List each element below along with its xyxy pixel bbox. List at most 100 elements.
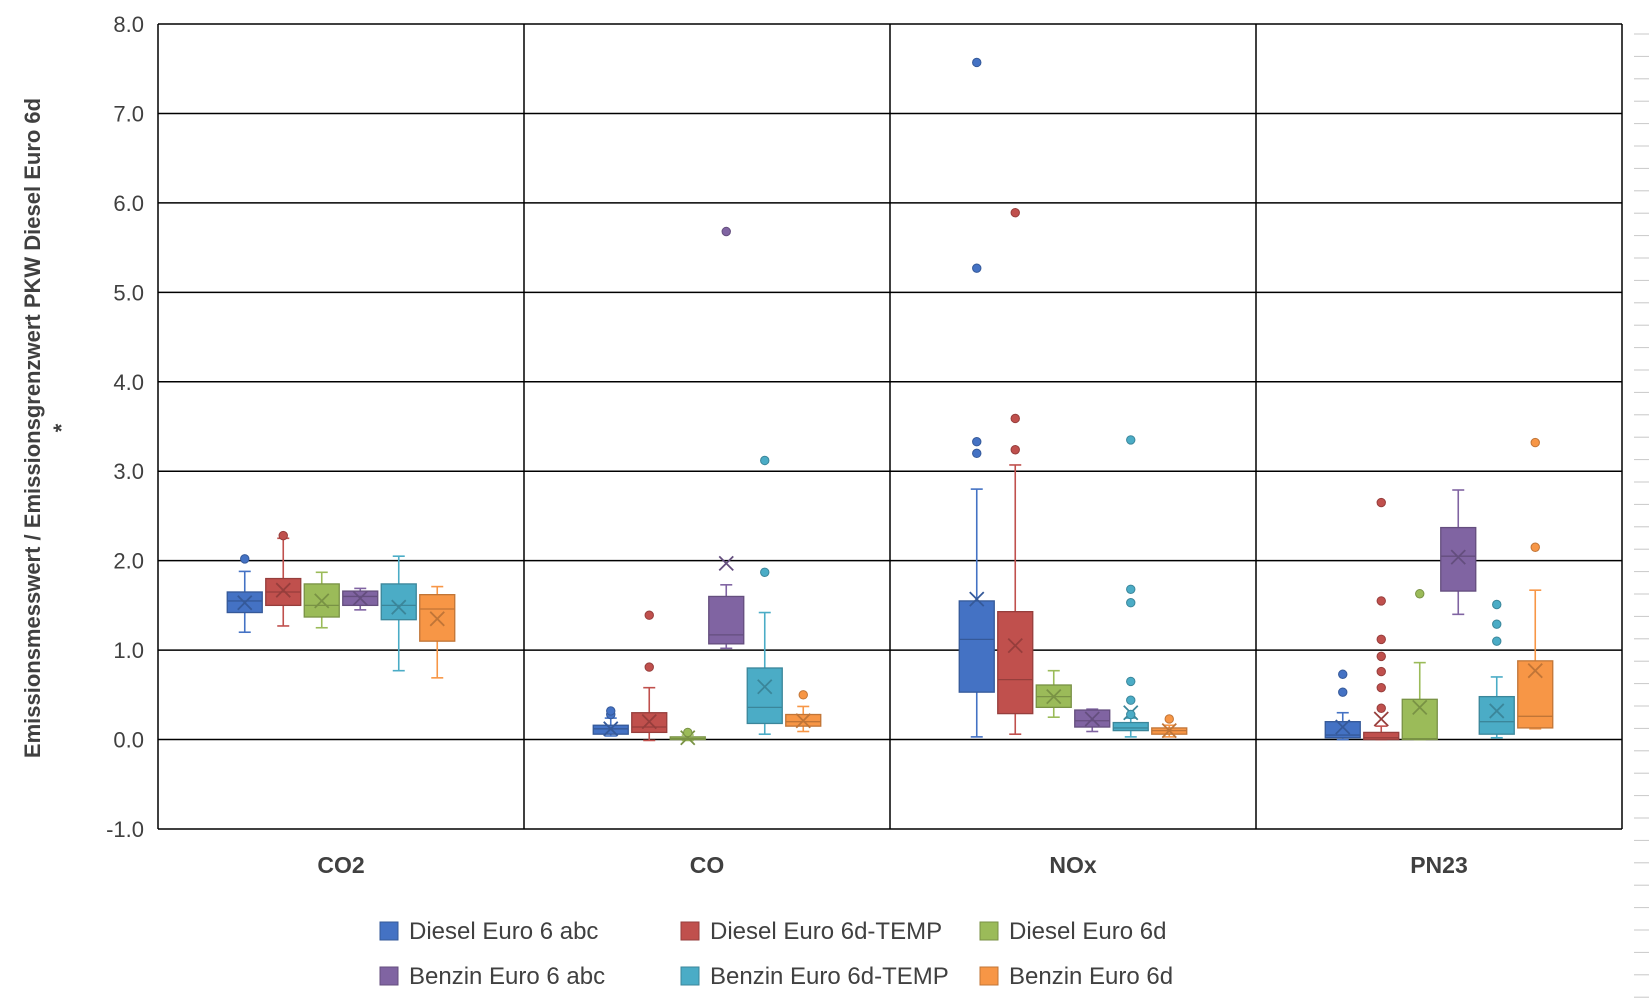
y-axis-label-line: * — [49, 423, 74, 432]
legend-item: Diesel Euro 6d — [979, 918, 1166, 945]
mean-marker — [1412, 699, 1428, 715]
box-iqr — [746, 667, 783, 725]
mean-marker — [352, 590, 368, 606]
legend-swatch — [979, 921, 999, 941]
legend-swatch — [379, 966, 399, 986]
box — [1363, 497, 1400, 741]
outlier-point — [972, 57, 982, 68]
outlier-point — [1492, 599, 1502, 610]
box-iqr — [419, 594, 456, 642]
y-tick-label: 5.0 — [113, 280, 144, 305]
outlier-point — [1010, 208, 1020, 218]
y-tick-label: 0.0 — [113, 728, 144, 753]
x-category-label: CO2 — [317, 852, 364, 878]
box — [1478, 599, 1515, 739]
outlier-point — [1126, 435, 1136, 445]
outlier-point — [1376, 682, 1386, 693]
outlier-point — [1126, 709, 1136, 720]
mean-marker — [391, 599, 407, 615]
mean-marker — [429, 611, 445, 627]
outlier-point — [1126, 584, 1136, 594]
mean-marker — [603, 721, 619, 737]
outlier-point — [644, 610, 654, 620]
boxplot-series — [226, 57, 1554, 746]
outlier-point — [1530, 542, 1540, 552]
mean-marker — [680, 730, 696, 746]
mean-marker — [641, 714, 657, 730]
legend-item: Diesel Euro 6 abc — [379, 918, 598, 945]
x-category-label: CO — [690, 852, 725, 878]
box — [419, 585, 456, 679]
box-iqr — [997, 611, 1034, 715]
legend-swatch — [680, 921, 700, 941]
mean-marker — [718, 555, 734, 571]
outlier-point — [1530, 437, 1540, 448]
box — [958, 57, 995, 738]
mean-marker — [795, 713, 811, 729]
box — [1035, 669, 1072, 718]
box-iqr — [1363, 731, 1400, 741]
box — [1151, 714, 1188, 739]
box-iqr — [380, 583, 417, 621]
legend-label: Benzin Euro 6d-TEMP — [710, 963, 949, 990]
box — [342, 587, 379, 611]
outlier-point — [1126, 676, 1136, 687]
outlier-point — [644, 662, 654, 672]
box — [303, 571, 340, 629]
right-edge-marks — [1634, 33, 1649, 998]
y-axis-label: Emissionsmesswert / Emissionsgrenzwert P… — [20, 98, 74, 758]
mean-marker — [275, 582, 291, 598]
box — [1324, 669, 1361, 741]
box-iqr — [1401, 698, 1438, 741]
legend-label: Benzin Euro 6 abc — [409, 963, 605, 990]
mean-marker — [1373, 711, 1389, 727]
box — [785, 690, 822, 733]
y-tick-label: 7.0 — [113, 101, 144, 126]
x-axis-categories: CO2 CO NOx PN23 — [317, 852, 1467, 878]
outlier-point — [1010, 413, 1020, 424]
mean-marker — [1335, 719, 1351, 735]
outlier-point — [721, 226, 731, 237]
mean-marker — [237, 595, 253, 611]
legend-label: Benzin Euro 6d — [1009, 963, 1173, 990]
box — [1074, 708, 1111, 733]
outlier-point — [1376, 666, 1386, 677]
y-tick-label: 1.0 — [113, 638, 144, 663]
outlier-point — [1492, 619, 1502, 629]
outlier-point — [1338, 687, 1348, 697]
outlier-point — [1126, 695, 1136, 705]
box-iqr — [1112, 721, 1149, 732]
y-tick-label: 3.0 — [113, 459, 144, 484]
legend-item: Benzin Euro 6d — [979, 963, 1173, 990]
x-category-label: NOx — [1049, 852, 1097, 878]
y-tick-label: 6.0 — [113, 191, 144, 216]
legend: Diesel Euro 6 abc Diesel Euro 6d-TEMP Dies… — [379, 918, 1173, 990]
mean-marker — [1046, 688, 1062, 705]
y-tick-label: 4.0 — [113, 370, 144, 395]
box-iqr — [708, 595, 745, 645]
outlier-point — [1376, 651, 1386, 662]
legend-swatch — [379, 921, 399, 941]
box-iqr — [1478, 695, 1515, 735]
outlier-point — [760, 567, 770, 577]
y-tick-label: 2.0 — [113, 549, 144, 574]
box — [1517, 437, 1554, 730]
box — [746, 455, 783, 735]
box — [631, 610, 668, 742]
box — [1112, 435, 1149, 738]
x-category-label: PN23 — [1410, 852, 1468, 878]
outlier-point — [683, 727, 693, 738]
box-iqr — [1440, 526, 1477, 592]
y-tick-label: 8.0 — [113, 12, 144, 37]
legend-item: Benzin Euro 6d-TEMP — [680, 963, 949, 990]
mean-marker — [969, 591, 985, 607]
outlier-point — [1376, 703, 1386, 713]
outlier-point — [1376, 497, 1386, 508]
legend-item: Benzin Euro 6 abc — [379, 963, 605, 990]
outlier-point — [760, 455, 770, 466]
grid-lines — [157, 23, 1623, 830]
outlier-point — [1338, 669, 1348, 679]
outlier-point — [1376, 596, 1386, 606]
box — [997, 208, 1034, 735]
